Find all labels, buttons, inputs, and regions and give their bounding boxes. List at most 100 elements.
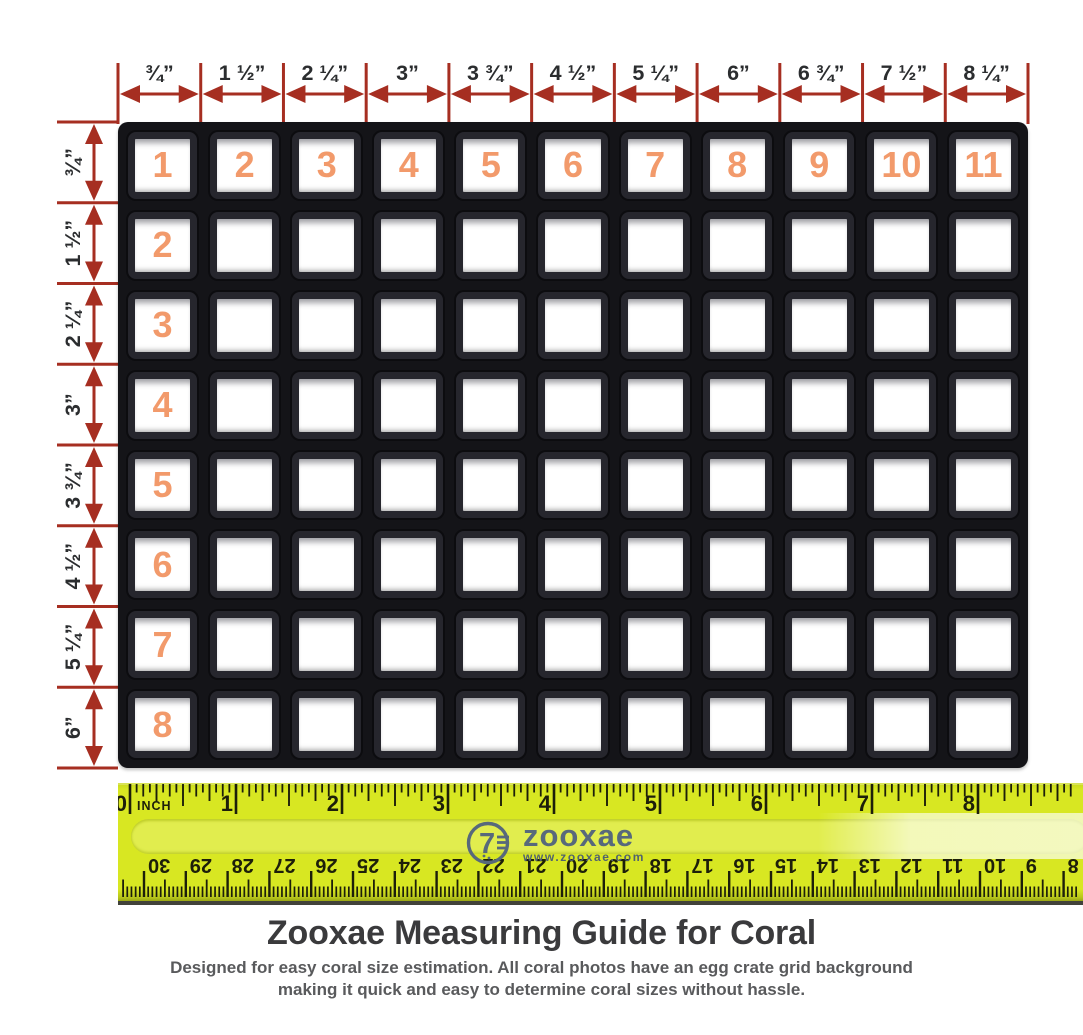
grid-cell	[784, 371, 854, 439]
grid-cell	[948, 691, 1018, 758]
logo-url: www.zooxae.com	[523, 850, 645, 865]
left-dimension-label: 1 ½”	[61, 220, 85, 267]
arrow-head-left-icon	[202, 85, 223, 103]
grid-cell: 3	[128, 291, 198, 359]
grid-cell: 11	[948, 132, 1018, 199]
grid-cell	[292, 451, 362, 519]
grid-cell: 6	[128, 531, 198, 599]
grid-cell	[292, 611, 362, 679]
cell-number: 6	[562, 144, 583, 186]
zooxae-logo-icon: 7	[466, 821, 510, 865]
cell-number: 3	[152, 304, 173, 346]
arrow-head-left-icon	[533, 85, 554, 103]
cell-number: 7	[645, 144, 666, 186]
inch-number: 2	[327, 791, 339, 816]
top-dimension-label: 1 ½”	[219, 61, 266, 85]
grid-cell	[866, 291, 936, 359]
cm-number: 12	[900, 854, 922, 876]
egg-crate-grid: 1 2 3 4 5 6 7 8 9 10 11 2 3 4 5 6 7 8	[118, 122, 1028, 768]
grid-cell	[374, 531, 444, 599]
grid-cell	[620, 291, 690, 359]
grid-cell	[620, 531, 690, 599]
cell-number: 10	[881, 144, 922, 186]
grid-cell	[620, 691, 690, 758]
arrow-head-up-icon	[85, 527, 103, 548]
grid-cell: 7	[620, 132, 690, 199]
grid-cell	[456, 611, 526, 679]
grid-cell	[210, 291, 280, 359]
arrow-head-down-icon	[85, 584, 103, 605]
grid-cell	[784, 611, 854, 679]
grid-cell	[456, 531, 526, 599]
cm-number: 26	[315, 854, 337, 876]
cell-number: 2	[234, 144, 255, 186]
cm-number: 16	[733, 854, 755, 876]
cm-number: 28	[232, 854, 254, 876]
grid-cell: 2	[128, 211, 198, 279]
grid-cell	[948, 531, 1018, 599]
inch-unit-label: INCH	[137, 799, 172, 813]
cm-number: 17	[691, 854, 713, 876]
arrow-head-up-icon	[85, 608, 103, 629]
arrow-head-right-icon	[344, 85, 365, 103]
cm-number: 18	[650, 854, 672, 876]
arrow-head-right-icon	[592, 85, 613, 103]
arrow-head-left-icon	[120, 85, 140, 103]
top-dimension-label: 6 ¾”	[798, 61, 845, 85]
cm-number: 13	[859, 854, 881, 876]
top-dimension-label: 4 ½”	[550, 61, 597, 85]
cm-number: 29	[190, 854, 212, 876]
grid-cell	[538, 291, 608, 359]
cell-number: 9	[809, 144, 830, 186]
arrow-head-right-icon	[1005, 85, 1026, 103]
grid-cell	[702, 291, 772, 359]
cm-number: 8	[1068, 854, 1079, 876]
grid-cell	[702, 211, 772, 279]
cm-number: 19	[608, 854, 630, 876]
grid-cell	[866, 451, 936, 519]
cm-number: 27	[273, 854, 295, 876]
ruler-reflection	[818, 813, 1083, 859]
inch-number: 6	[751, 791, 763, 816]
grid-cell	[784, 691, 854, 758]
arrow-head-right-icon	[426, 85, 447, 103]
grid-cell	[210, 691, 280, 758]
arrow-head-down-icon	[85, 261, 103, 282]
arrow-head-left-icon	[616, 85, 637, 103]
grid-cell	[702, 691, 772, 758]
grid-cell	[374, 371, 444, 439]
grid-cell: 2	[210, 132, 280, 199]
grid-cell	[210, 611, 280, 679]
grid-cell: 4	[374, 132, 444, 199]
grid-cell: 8	[128, 691, 198, 758]
arrow-head-left-icon	[947, 85, 968, 103]
grid-cell: 4	[128, 371, 198, 439]
top-dimension-label: 5 ¼”	[632, 61, 679, 85]
zooxae-logo: 7 zooxae www.zooxae.com	[466, 819, 645, 867]
top-dimension-label: 6”	[727, 61, 750, 85]
grid-cell: 8	[702, 132, 772, 199]
grid-cell	[374, 611, 444, 679]
cell-number: 5	[480, 144, 501, 186]
grid-cell	[538, 451, 608, 519]
grid-cell	[210, 371, 280, 439]
arrow-head-left-icon	[285, 85, 306, 103]
left-dimension-label: 2 ¼”	[61, 301, 85, 348]
left-dimension-label: 6”	[61, 716, 85, 739]
grid-cell	[374, 291, 444, 359]
grid-cell	[538, 691, 608, 758]
top-dimension-label: 7 ½”	[881, 61, 928, 85]
inch-zero-label: 0	[118, 791, 127, 816]
left-dimension-label: ¾”	[61, 148, 85, 177]
grid-cell	[948, 291, 1018, 359]
arrow-head-down-icon	[85, 503, 103, 524]
left-dimension-label: 5 ¼”	[61, 624, 85, 671]
grid-cell	[948, 371, 1018, 439]
page-title: Zooxae Measuring Guide for Coral	[266, 914, 817, 952]
left-dimension-scale: ¾” 1 ½” 2 ¼” 3” 3 ¾” 4 ½” 5 ¼” 6”	[57, 120, 118, 770]
cm-number: 23	[441, 854, 463, 876]
cm-number: 21	[524, 854, 546, 876]
cell-number: 8	[152, 703, 173, 745]
cell-number: 1	[152, 144, 173, 186]
cell-number: 11	[964, 144, 1003, 186]
